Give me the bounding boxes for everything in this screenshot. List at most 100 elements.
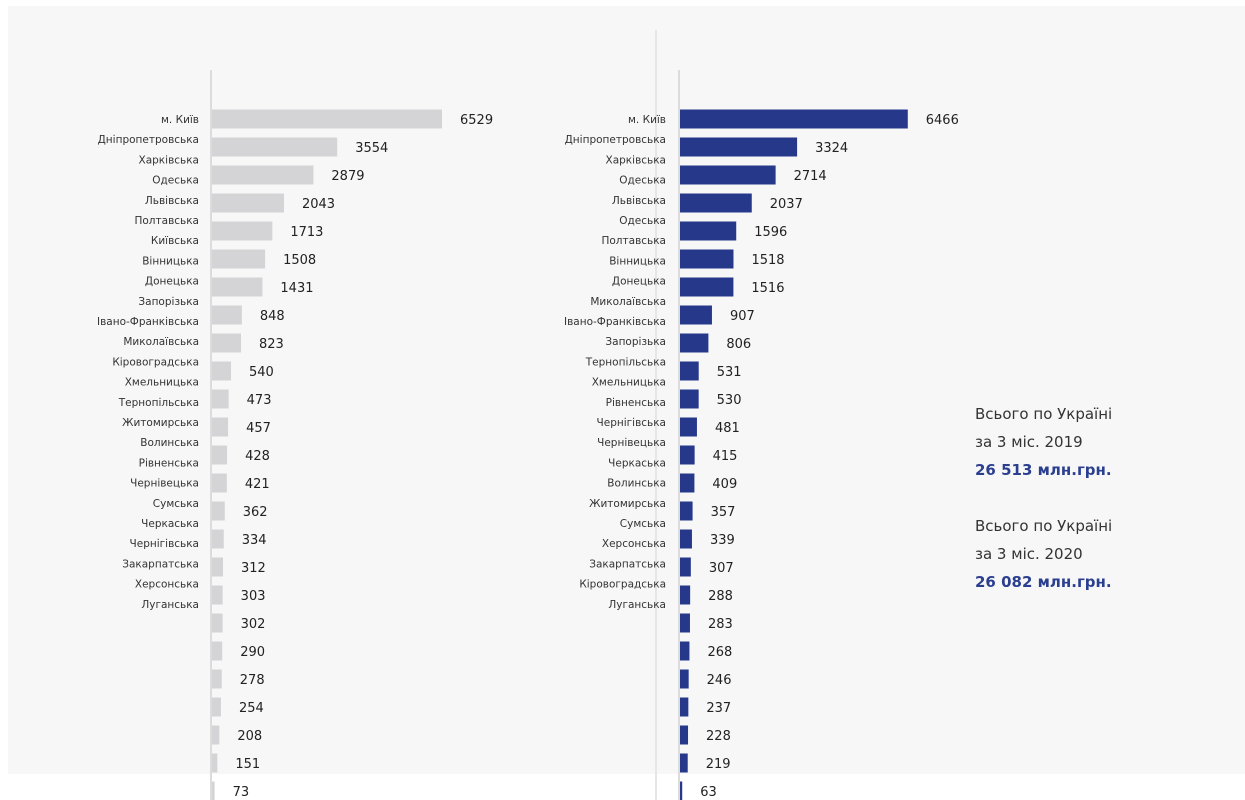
left-bar [212, 529, 224, 549]
right-bar [680, 529, 692, 549]
left-bar [212, 697, 221, 717]
right-value-label: 219 [706, 757, 731, 772]
right-category-label: Чернігівська [597, 417, 666, 429]
right-bar [680, 389, 699, 409]
summary-2020: Всього по Україні за 3 міс. 2020 26 082 … [975, 512, 1235, 596]
left-category-label: Миколаївська [123, 336, 199, 348]
right-value-label: 246 [707, 673, 732, 688]
left-value-label: 1713 [290, 225, 323, 240]
right-bar [680, 445, 695, 465]
right-bar [680, 165, 776, 185]
right-category-label: Закарпатська [589, 558, 666, 570]
right-bar [680, 697, 689, 717]
right-bar [680, 753, 688, 773]
left-bar [212, 305, 242, 325]
left-bar [212, 641, 223, 661]
left-category-label: Волинська [140, 437, 199, 449]
left-bar [212, 249, 266, 269]
left-value-label: 254 [239, 701, 264, 716]
left-bar [212, 137, 338, 157]
left-category-label: Донецька [145, 276, 199, 288]
left-category-label: м. Київ [161, 114, 199, 126]
chart-2019: м. Київ Дніпропетровська Харківська Одеська… [97, 70, 493, 800]
left-value-label: 2043 [302, 197, 335, 212]
right-bar [680, 305, 712, 325]
right-value-label: 1516 [751, 281, 784, 296]
right-bar [680, 613, 690, 633]
right-value-label: 228 [706, 729, 731, 744]
left-category-label: Луганська [141, 599, 199, 611]
right-value-label: 288 [708, 589, 733, 604]
left-bar [212, 725, 220, 745]
left-value-label: 73 [233, 785, 250, 800]
right-value-label: 307 [709, 561, 734, 576]
right-category-label: Черкаська [608, 457, 666, 469]
summary-2020-line2: за 3 міс. 2020 [975, 545, 1083, 563]
left-value-label: 278 [240, 673, 265, 688]
left-bar [212, 193, 284, 213]
summary-2019-line1: Всього по Україні [975, 405, 1113, 423]
summary-2019-line2: за 3 міс. 2019 [975, 433, 1083, 451]
right-bar [680, 781, 683, 800]
right-bar [680, 277, 734, 297]
left-category-label: Івано-Франківська [97, 316, 199, 328]
left-bar [212, 277, 263, 297]
left-value-label: 428 [245, 449, 270, 464]
left-value-label: 540 [249, 365, 274, 380]
right-value-label: 530 [717, 393, 742, 408]
summary-2020-total: 26 082 млн.грн. [975, 573, 1112, 591]
right-category-label: Миколаївська [590, 296, 666, 308]
left-category-label: Запорізька [138, 296, 199, 308]
left-bar [212, 557, 223, 577]
left-bar [212, 473, 227, 493]
left-category-label: Чернівецька [130, 478, 199, 490]
left-value-label: 2879 [331, 169, 364, 184]
left-category-label: Дніпропетровська [98, 134, 199, 146]
right-value-label: 268 [707, 645, 732, 660]
right-value-label: 339 [710, 533, 735, 548]
right-value-label: 409 [712, 477, 737, 492]
left-category-label: Харківська [139, 154, 199, 166]
left-category-label: Кіровоградська [112, 356, 199, 368]
left-category-label: Сумська [153, 498, 199, 510]
left-category-label: Львівська [145, 195, 199, 207]
right-value-label: 357 [711, 505, 736, 520]
right-value-label: 415 [713, 449, 738, 464]
left-bar [212, 501, 225, 521]
right-category-label: Херсонська [602, 538, 666, 550]
right-value-label: 6466 [926, 113, 959, 128]
right-category-label: Хмельницька [592, 377, 666, 389]
left-value-label: 421 [245, 477, 270, 492]
right-bar [680, 557, 691, 577]
right-value-label: 237 [706, 701, 731, 716]
right-category-label: Волинська [607, 478, 666, 490]
left-bar [212, 165, 314, 185]
left-bar [212, 361, 232, 381]
right-bar [680, 333, 709, 353]
summary-2019-total: 26 513 млн.грн. [975, 461, 1112, 479]
right-value-label: 2037 [770, 197, 803, 212]
right-value-label: 3324 [815, 141, 848, 156]
right-bar [680, 585, 691, 605]
left-category-label: Житомирська [122, 417, 199, 429]
left-category-label: Вінницька [142, 255, 199, 267]
right-category-label: Одеська [619, 175, 666, 187]
left-bar [212, 585, 223, 605]
left-value-label: 303 [241, 589, 266, 604]
right-category-label: Івано-Франківська [564, 316, 666, 328]
right-value-label: 2714 [794, 169, 827, 184]
right-category-label: Чернівецька [597, 437, 666, 449]
left-value-label: 1431 [280, 281, 313, 296]
summary-2020-line1: Всього по Україні [975, 517, 1113, 535]
left-category-label: Київська [151, 235, 199, 247]
right-bar [680, 641, 690, 661]
left-bar [212, 781, 215, 800]
right-value-label: 907 [730, 309, 755, 324]
left-bar [212, 333, 241, 353]
right-category-label: Харківська [606, 154, 666, 166]
left-value-label: 848 [260, 309, 285, 324]
right-category-label: Дніпропетровська [565, 134, 666, 146]
left-category-label: Рівненська [139, 457, 199, 469]
right-value-label: 806 [726, 337, 751, 352]
